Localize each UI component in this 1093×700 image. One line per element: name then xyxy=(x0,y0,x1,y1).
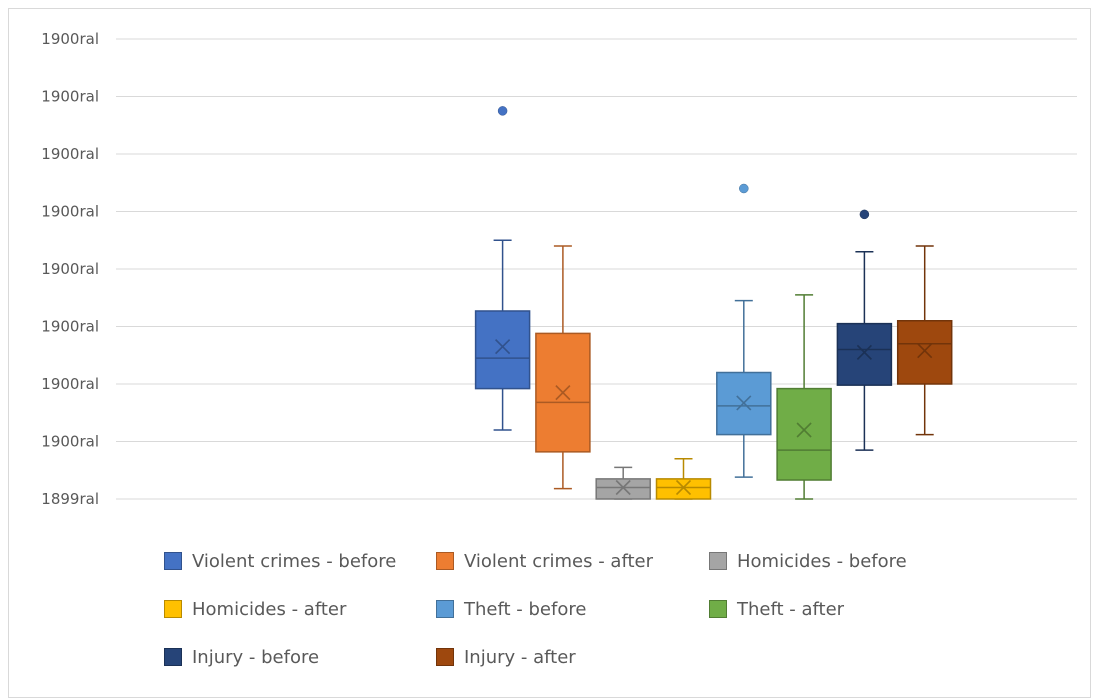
box-iqr xyxy=(836,322,893,386)
mean-marker xyxy=(796,422,812,438)
gridlines xyxy=(116,38,1077,500)
mean-marker xyxy=(856,344,872,360)
y-tick-label: 1900ral xyxy=(41,88,99,106)
legend-label: Violent crimes - after xyxy=(464,550,653,572)
legend-label: Homicides - after xyxy=(192,598,347,620)
legend-swatch xyxy=(709,552,727,570)
mean-marker xyxy=(917,343,933,359)
legend-label: Theft - after xyxy=(737,598,845,620)
legend-label: Injury - before xyxy=(192,646,320,668)
y-tick-label: 1900ral xyxy=(41,260,99,278)
box-theft-before xyxy=(716,183,772,478)
box-injury-after xyxy=(896,245,953,436)
box-injury-before xyxy=(836,209,893,451)
mean-marker xyxy=(736,395,752,411)
legend-item-injury-before: Injury - before xyxy=(164,645,319,669)
legend-item-theft-before: Theft - before xyxy=(436,597,586,621)
legend-item-theft-after: Theft - after xyxy=(709,597,844,621)
legend-swatch xyxy=(436,600,454,618)
outlier-point xyxy=(859,209,870,220)
box-iqr xyxy=(474,310,531,390)
mean-marker xyxy=(495,339,511,355)
y-tick-label: 1899ral xyxy=(41,490,99,508)
box-series xyxy=(474,106,953,500)
box-iqr xyxy=(595,478,651,500)
y-tick-label: 1900ral xyxy=(41,145,99,163)
legend-swatch xyxy=(164,648,182,666)
y-tick-label: 1900ral xyxy=(41,375,99,393)
legend-swatch xyxy=(164,600,182,618)
box-iqr xyxy=(896,320,953,385)
outlier-point xyxy=(739,183,749,194)
y-tick-label: 1900ral xyxy=(41,433,99,451)
plot-area: 1900ral 1900ral 1900ral 1900ral 1900ral 1900r… xyxy=(41,30,1077,508)
legend-swatch xyxy=(436,552,454,570)
legend-label: Violent crimes - before xyxy=(192,550,397,572)
box-homicides-after xyxy=(655,458,712,500)
mean-marker xyxy=(675,479,692,496)
mean-marker xyxy=(615,479,631,496)
legend-swatch xyxy=(436,648,454,666)
box-theft-after xyxy=(776,294,832,500)
legend-item-homicides-before: Homicides - before xyxy=(709,549,907,573)
legend-item-homicides-after: Homicides - after xyxy=(164,597,346,621)
legend-item-violent-crimes-after: Violent crimes - after xyxy=(436,549,653,573)
legend-swatch xyxy=(164,552,182,570)
legend-label: Homicides - before xyxy=(737,550,907,572)
y-axis-tick-labels: 1900ral 1900ral 1900ral 1900ral 1900ral 1900r… xyxy=(41,30,99,508)
box-violent-crimes-before xyxy=(474,106,531,431)
legend-item-injury-after: Injury - after xyxy=(436,645,576,669)
box-iqr xyxy=(655,478,712,500)
legend-label: Theft - before xyxy=(464,598,587,620)
legend-swatch xyxy=(709,600,727,618)
mean-marker xyxy=(555,385,571,401)
legend-item-violent-crimes-before: Violent crimes - before xyxy=(164,549,396,573)
box-homicides-before xyxy=(595,466,651,500)
chart-frame: 1900ral 1900ral 1900ral 1900ral 1900ral 1900r… xyxy=(8,8,1091,698)
box-violent-crimes-after xyxy=(535,245,591,490)
y-tick-label: 1900ral xyxy=(41,30,99,48)
y-tick-label: 1900ral xyxy=(41,203,99,221)
box-iqr xyxy=(776,387,832,481)
y-tick-label: 1900ral xyxy=(41,318,99,336)
legend-label: Injury - after xyxy=(464,646,576,668)
outlier-point xyxy=(497,106,508,116)
